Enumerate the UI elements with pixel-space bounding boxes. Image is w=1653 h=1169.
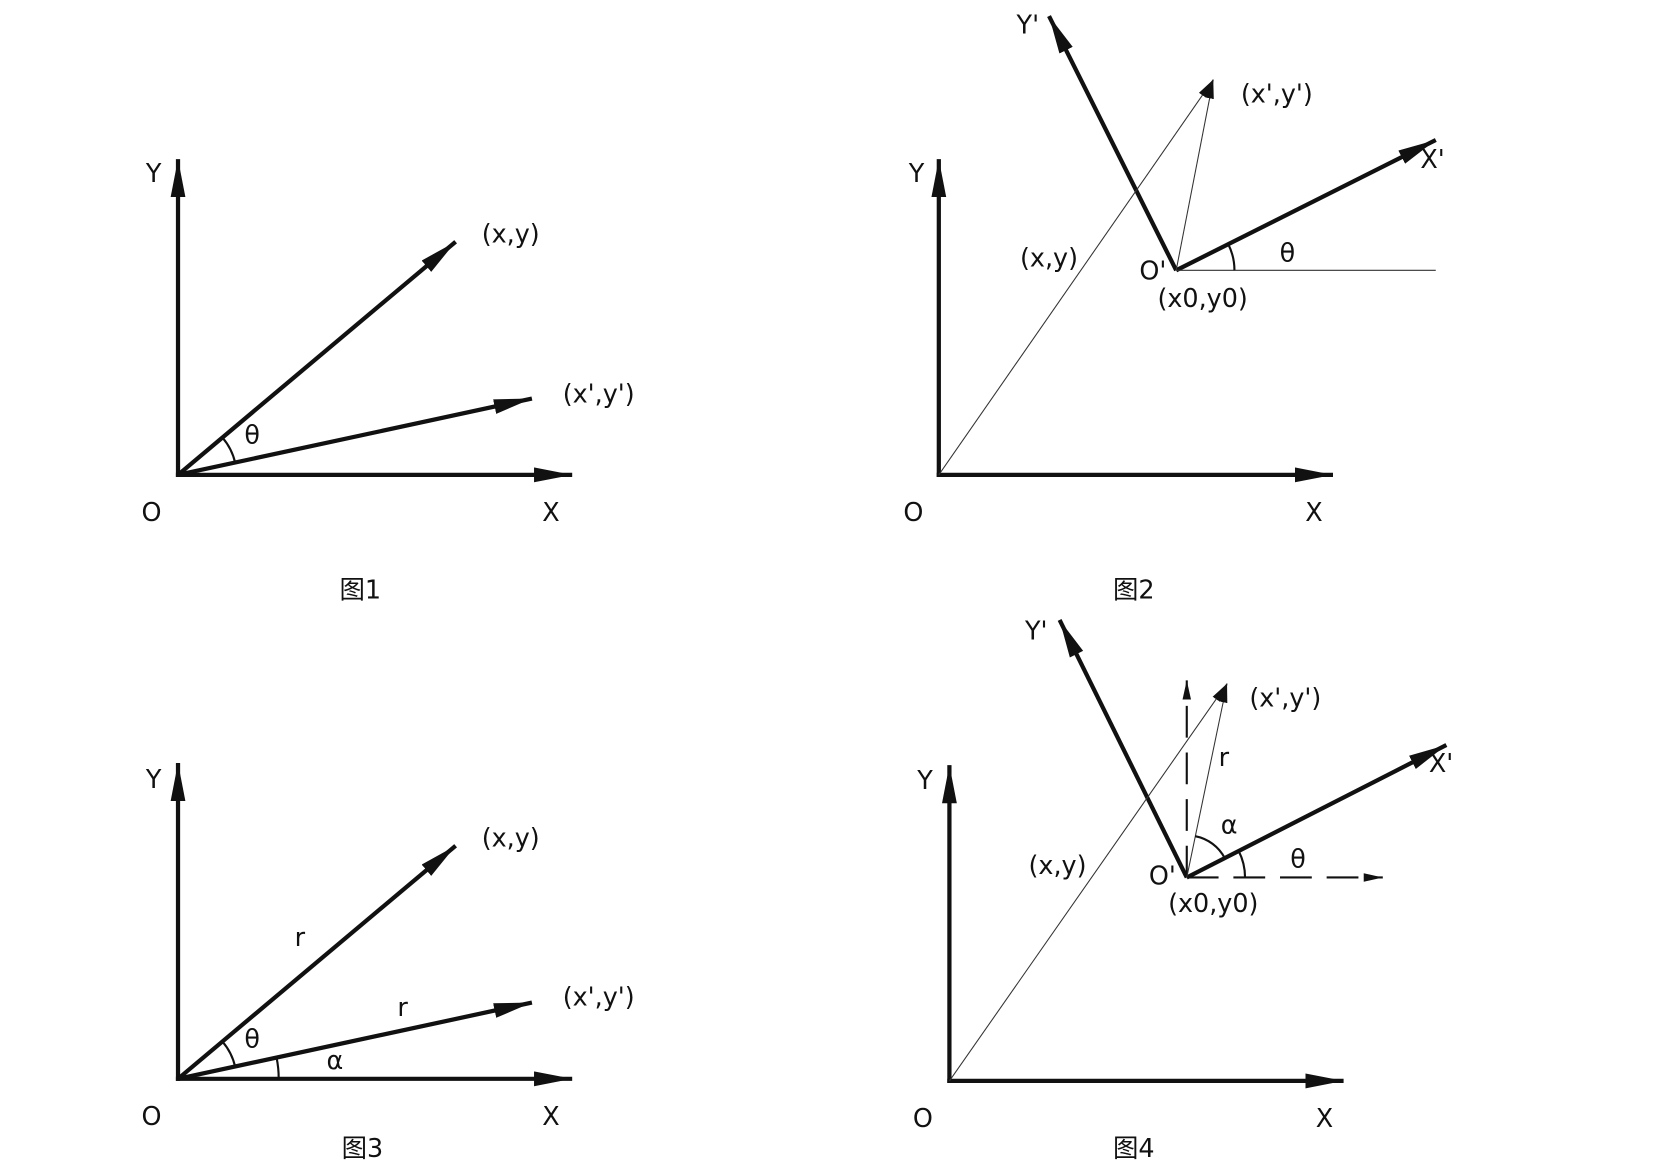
label: θ: [1280, 237, 1296, 267]
label: (x',y'): [563, 378, 635, 408]
angle-arc: [221, 437, 237, 464]
label: O': [1139, 255, 1166, 285]
label: r: [397, 992, 408, 1022]
x-prime-axis: [1175, 138, 1437, 273]
label: X: [542, 497, 559, 527]
vector: [1175, 79, 1214, 271]
y-prime-axis: [1047, 15, 1179, 272]
label: Y': [1016, 10, 1040, 40]
label: Y: [916, 765, 933, 795]
label: Y: [145, 158, 162, 188]
label: O: [142, 1101, 162, 1131]
vector: [938, 79, 1214, 476]
caption: 图3: [342, 1133, 384, 1163]
caption: 图2: [1113, 574, 1155, 604]
label: θ: [1290, 844, 1306, 874]
angle-arc: [275, 1057, 280, 1079]
label: r: [295, 922, 306, 952]
label: α: [1221, 810, 1238, 840]
figure-1: Y (x,y) (x',y') θ O X 图1: [142, 158, 635, 604]
label: X: [1316, 1103, 1333, 1133]
label: (x',y'): [1249, 682, 1321, 712]
label: (x,y): [1028, 850, 1086, 880]
figure-2: Y' (x',y') X' Y (x,y) O' θ (x0,y0) O X 图…: [903, 10, 1444, 605]
label: θ: [244, 1024, 260, 1054]
label: α: [326, 1045, 343, 1075]
label: O': [1149, 860, 1176, 890]
label: Y: [145, 764, 162, 794]
label: O: [913, 1103, 933, 1133]
caption: 图4: [1113, 1133, 1155, 1163]
label: (x',y'): [563, 981, 635, 1011]
angle-arc: [1227, 243, 1236, 271]
label: O: [142, 497, 162, 527]
label: (x,y): [482, 822, 540, 852]
label: (x0,y0): [1157, 283, 1247, 313]
label: X': [1429, 748, 1453, 778]
label: X: [1305, 497, 1322, 527]
label: (x,y): [482, 218, 540, 248]
vector: [948, 683, 1228, 1082]
label: X': [1420, 144, 1444, 174]
angle-arc: [1195, 835, 1226, 859]
x-prime-axis: [1185, 743, 1448, 880]
label: r: [1219, 742, 1230, 772]
figure-3: Y (x,y) r r (x',y') θ α O X 图3: [142, 763, 635, 1163]
vector: [177, 396, 533, 477]
label: (x,y): [1020, 243, 1078, 273]
label: Y': [1024, 616, 1048, 646]
label: Y: [908, 158, 925, 188]
label: θ: [244, 420, 260, 450]
caption: 图1: [339, 574, 381, 604]
figure-4: Y' (x',y') r X' Y α (x,y) O' θ (x0,y0) O…: [913, 616, 1453, 1163]
angle-arc: [221, 1041, 237, 1068]
vector: [1186, 683, 1228, 878]
vector: [177, 1000, 533, 1081]
vector: [176, 240, 457, 477]
label: X: [542, 1101, 559, 1131]
label: (x',y'): [1241, 78, 1313, 108]
label: O: [903, 497, 923, 527]
vector: [176, 844, 457, 1081]
y-prime-axis: [1057, 619, 1189, 879]
angle-arc: [1237, 850, 1247, 878]
label: (x0,y0): [1168, 888, 1258, 918]
